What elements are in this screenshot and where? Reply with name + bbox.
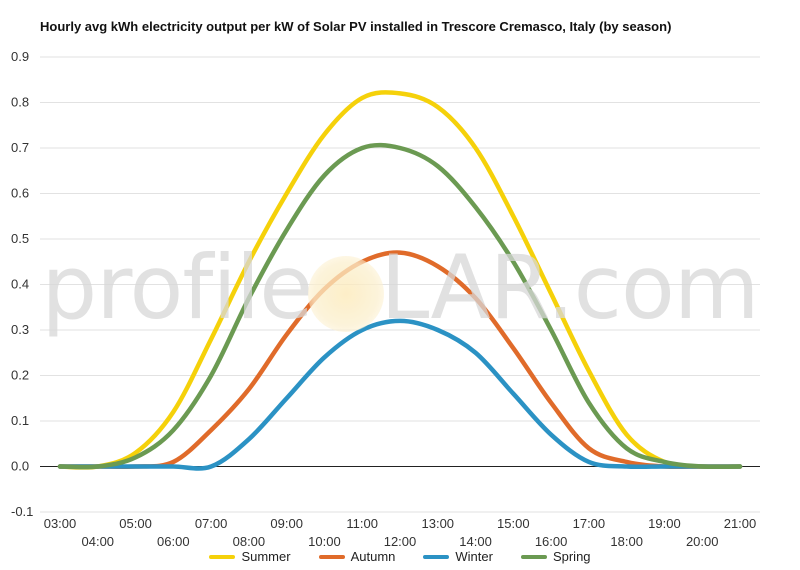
x-tick-label: 18:00 xyxy=(610,534,643,549)
x-tick-label: 14:00 xyxy=(459,534,492,549)
y-tick-label: -0.1 xyxy=(11,504,33,519)
y-tick-label: 0.7 xyxy=(11,140,29,155)
legend-item-spring[interactable]: Spring xyxy=(520,549,591,564)
legend-swatch xyxy=(423,554,450,559)
legend-label: Spring xyxy=(552,549,591,564)
series-line-winter xyxy=(57,318,743,471)
x-tick-label: 04:00 xyxy=(82,534,115,549)
y-tick-label: 0.6 xyxy=(11,186,29,201)
legend-swatch xyxy=(520,554,547,559)
series-line-summer xyxy=(57,90,743,470)
x-tick-label: 11:00 xyxy=(346,516,378,531)
x-tick-label: 10:00 xyxy=(308,534,341,549)
chart-title: Hourly avg kWh electricity output per kW… xyxy=(40,19,672,34)
x-tick-label: 08:00 xyxy=(233,534,266,549)
y-tick-label: 0.4 xyxy=(11,277,29,292)
y-tick-label: 0.3 xyxy=(11,322,29,337)
y-tick-label: 0.9 xyxy=(11,49,29,64)
legend-item-summer[interactable]: Summer xyxy=(209,549,291,564)
legend: Summer Autumn Winter Spring xyxy=(0,549,800,564)
x-tick-label: 03:00 xyxy=(44,516,77,531)
legend-item-autumn[interactable]: Autumn xyxy=(318,549,396,564)
grid-lines xyxy=(40,56,760,513)
y-tick-label: 0.2 xyxy=(11,368,29,383)
y-tick-label: 0.0 xyxy=(11,459,29,474)
x-tick-label: 09:00 xyxy=(270,516,303,531)
legend-label: Summer xyxy=(241,549,291,564)
legend-label: Autumn xyxy=(350,549,396,564)
series-line-autumn xyxy=(57,250,743,470)
x-tick-label: 05:00 xyxy=(119,516,152,531)
y-tick-label: 0.1 xyxy=(11,413,29,428)
x-axis-tick-labels: 03:00 04:00 05:00 06:00 07:00 08:00 09:00 10:00… xyxy=(44,516,757,549)
x-tick-label: 12:00 xyxy=(384,534,417,549)
y-tick-label: 0.5 xyxy=(11,231,29,246)
y-tick-label: 0.8 xyxy=(11,95,29,110)
legend-swatch xyxy=(209,554,236,559)
x-tick-label: 20:00 xyxy=(686,534,719,549)
series-line-spring xyxy=(57,142,743,470)
legend-item-winter[interactable]: Winter xyxy=(423,549,493,564)
x-tick-label: 07:00 xyxy=(195,516,228,531)
x-tick-label: 13:00 xyxy=(422,516,455,531)
series-lines xyxy=(57,90,743,471)
x-tick-label: 19:00 xyxy=(648,516,681,531)
x-tick-label: 21:00 xyxy=(724,516,757,531)
x-tick-label: 16:00 xyxy=(535,534,568,549)
x-tick-label: 17:00 xyxy=(573,516,606,531)
x-tick-label: 06:00 xyxy=(157,534,190,549)
legend-label: Winter xyxy=(455,549,493,564)
y-axis-tick-labels: 0.9 0.8 0.7 0.6 0.5 0.4 0.3 0.2 0.1 0.0 -0.1 xyxy=(11,49,33,519)
x-tick-label: 15:00 xyxy=(497,516,530,531)
legend-swatch xyxy=(318,554,345,559)
